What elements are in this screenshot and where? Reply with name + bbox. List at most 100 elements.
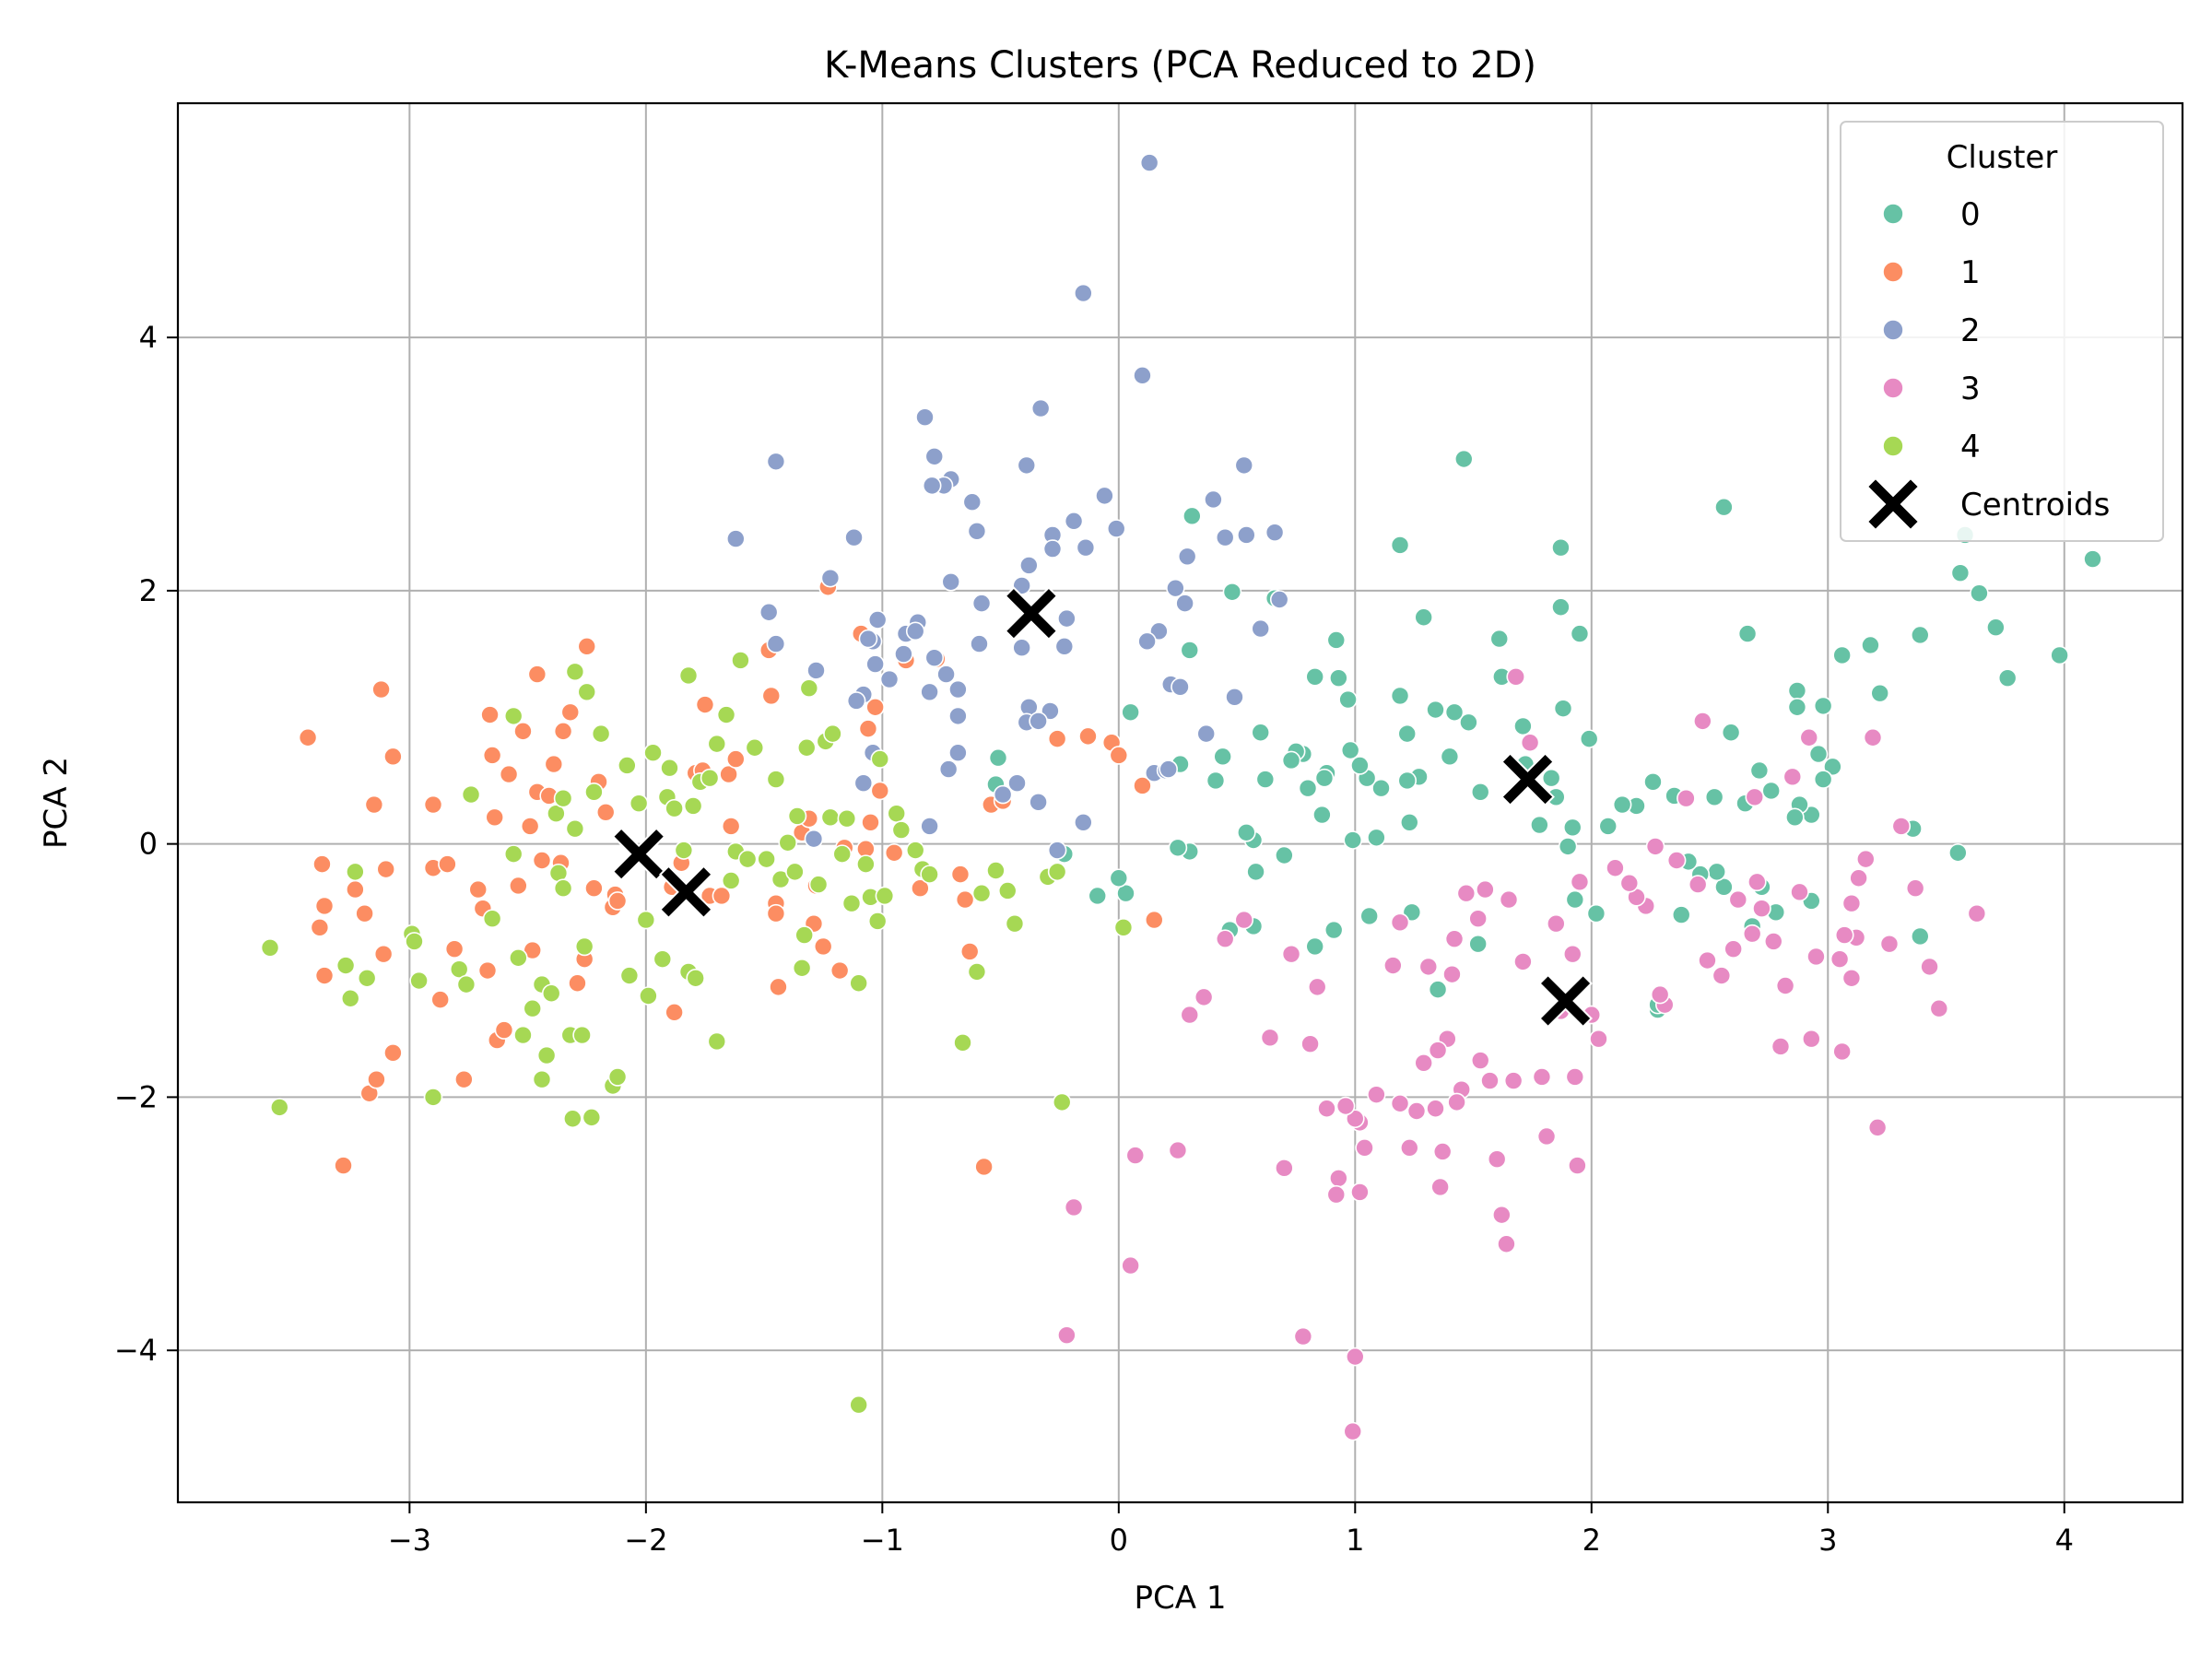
data-point — [986, 861, 1006, 880]
data-point — [1747, 872, 1767, 892]
data-point — [310, 918, 330, 937]
x-tick-label: −2 — [624, 1523, 667, 1558]
data-point — [1911, 625, 1930, 645]
data-point — [678, 665, 699, 686]
data-point — [1499, 889, 1519, 910]
data-point — [449, 959, 469, 979]
data-point — [971, 883, 992, 903]
legend-marker — [1882, 377, 1904, 399]
data-point — [513, 1025, 533, 1045]
data-point — [1698, 950, 1717, 971]
data-point — [1367, 1085, 1386, 1104]
data-point — [1426, 1099, 1445, 1119]
data-point — [523, 998, 543, 1018]
data-point — [1470, 782, 1490, 802]
data-point — [544, 754, 564, 774]
data-point — [962, 492, 982, 512]
data-point — [1799, 727, 1819, 747]
data-point — [1180, 641, 1200, 660]
data-point — [553, 722, 573, 741]
data-point — [721, 871, 741, 890]
data-point — [1480, 1071, 1500, 1090]
data-point — [1612, 794, 1632, 815]
data-point — [1530, 815, 1549, 835]
data-point — [841, 893, 862, 913]
data-point — [804, 829, 824, 849]
data-point — [794, 925, 814, 945]
data-point — [1057, 1325, 1077, 1345]
data-point — [1312, 805, 1332, 825]
data-point — [1785, 807, 1805, 828]
data-point — [1007, 773, 1027, 794]
data-point — [865, 654, 885, 674]
data-point — [2083, 549, 2102, 569]
data-point — [1752, 899, 1771, 919]
data-point — [1234, 910, 1254, 930]
data-point — [1671, 905, 1691, 924]
y-tick-label: 0 — [139, 827, 158, 862]
data-point — [444, 939, 465, 959]
data-point — [856, 854, 876, 874]
data-point — [785, 862, 805, 882]
data-point — [830, 960, 850, 981]
data-point — [1790, 882, 1809, 902]
data-point — [1688, 875, 1708, 894]
data-point — [1137, 631, 1157, 652]
y-tick-label: 4 — [139, 320, 158, 355]
data-point — [1787, 681, 1807, 700]
data-point — [503, 706, 524, 726]
centroid-marker — [611, 827, 666, 882]
centroid-marker — [1538, 973, 1593, 1029]
data-point — [1666, 851, 1687, 870]
data-point — [887, 804, 907, 823]
data-point — [1830, 949, 1850, 969]
data-point — [1300, 1034, 1320, 1054]
data-point — [595, 803, 616, 822]
x-tick-label: 3 — [1818, 1523, 1837, 1558]
data-point — [808, 875, 829, 894]
data-point — [541, 983, 561, 1004]
data-point — [1338, 689, 1358, 710]
data-point — [1553, 699, 1573, 718]
data-point — [1456, 883, 1477, 903]
data-point — [1005, 913, 1025, 934]
data-point — [716, 705, 736, 724]
data-point — [629, 794, 649, 813]
data-point — [1305, 936, 1324, 957]
x-axis-label: PCA 1 — [1135, 1580, 1227, 1617]
data-point — [837, 808, 857, 829]
data-point — [1182, 506, 1202, 526]
data-point — [1558, 837, 1578, 856]
data-point — [1492, 1205, 1512, 1225]
data-point — [1570, 872, 1590, 892]
data-point — [618, 756, 637, 775]
y-tick-label: −2 — [114, 1079, 158, 1114]
data-point — [1314, 768, 1335, 788]
data-point — [726, 529, 746, 548]
data-point — [1749, 760, 1770, 781]
data-point — [993, 784, 1013, 805]
data-point — [1121, 1255, 1140, 1276]
data-point — [820, 568, 841, 588]
data-point — [527, 665, 547, 684]
data-point — [1536, 1126, 1557, 1147]
data-point — [1307, 977, 1327, 997]
centroid-marker — [659, 865, 713, 920]
data-point — [1359, 906, 1379, 926]
data-point — [1206, 771, 1226, 791]
data-point — [950, 865, 971, 884]
legend-label: 0 — [1960, 196, 1981, 233]
data-point — [314, 966, 335, 985]
data-point — [423, 794, 443, 815]
data-point — [1166, 578, 1185, 598]
data-point — [355, 903, 374, 924]
data-point — [1643, 772, 1663, 792]
data-point — [298, 727, 318, 747]
data-point — [970, 634, 989, 653]
y-tick-label: 2 — [139, 573, 158, 608]
data-point — [858, 629, 878, 649]
data-point — [572, 1025, 592, 1045]
data-point — [1704, 787, 1724, 807]
data-point — [565, 662, 585, 682]
data-point — [1144, 910, 1164, 930]
